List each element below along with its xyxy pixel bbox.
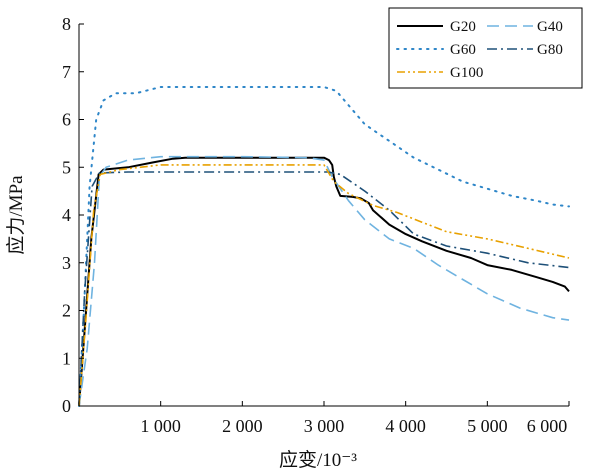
legend-label-g40: G40 (537, 19, 563, 35)
legend-box (388, 7, 583, 89)
x-tick-label: 6 000 (527, 416, 568, 436)
series-line-g60 (78, 86, 570, 407)
y-axis-title: 应力/MPa (5, 175, 27, 255)
y-tick-label: 0 (62, 396, 71, 416)
x-tick-label: 2 000 (222, 416, 263, 436)
y-tick-label: 5 (62, 157, 71, 177)
series-line-g20 (78, 156, 570, 407)
legend-label-g80: G80 (537, 42, 563, 58)
x-tick-label: 3 000 (304, 416, 345, 436)
legend-label-g100: G100 (450, 65, 483, 81)
y-tick-label: 4 (62, 205, 71, 225)
legend: G20 G40 G60 G80 G100 (388, 7, 583, 89)
x-tick-label: 1 000 (140, 416, 181, 436)
x-tick-label: 4 000 (385, 416, 426, 436)
legend-label-g60: G60 (450, 42, 476, 58)
series-line-g40 (78, 155, 570, 407)
plot-series (78, 86, 570, 407)
y-tick-label: 6 (62, 110, 71, 130)
x-axis-title: 应变/10⁻³ (279, 449, 357, 469)
legend-label-g20: G20 (450, 19, 476, 35)
series-line-g100 (78, 164, 570, 407)
ticks: 0 1 2 3 4 5 6 7 8 1 000 2 000 3 000 4 000 5 000 6 000 (62, 14, 570, 436)
x-tick-label: 5 000 (467, 416, 508, 436)
y-tick-label: 1 (62, 348, 71, 368)
y-tick-label: 2 (62, 301, 71, 321)
y-tick-label: 8 (62, 14, 71, 34)
y-tick-label: 3 (62, 253, 71, 273)
y-tick-label: 7 (62, 62, 71, 82)
series-line-g80 (78, 171, 570, 407)
